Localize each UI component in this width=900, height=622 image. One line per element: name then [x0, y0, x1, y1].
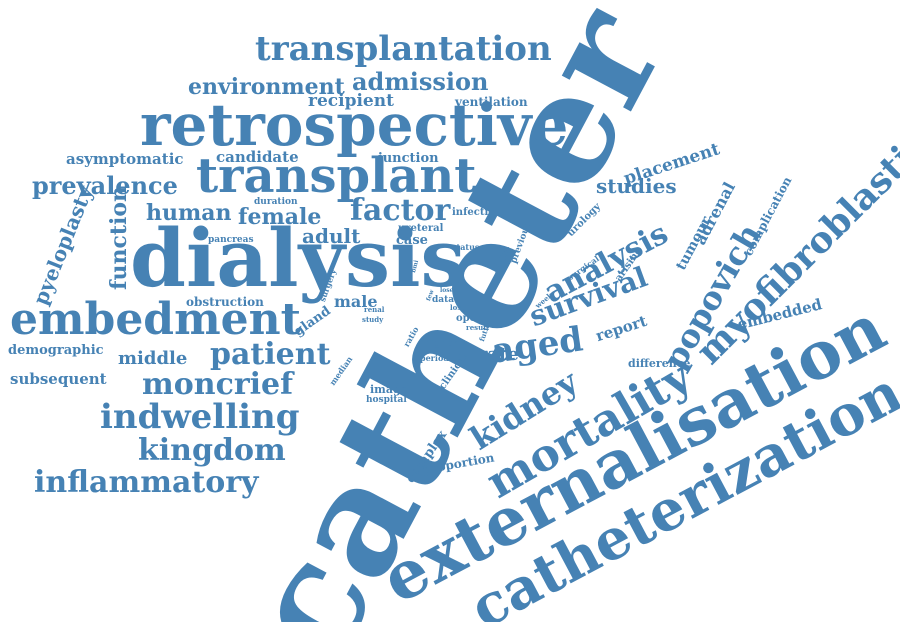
word-environment: environment	[188, 74, 345, 100]
word-study: study	[362, 315, 384, 324]
word-inflammatory: inflammatory	[34, 465, 259, 500]
word-demographic: demographic	[8, 343, 104, 358]
word-lose: lose	[440, 287, 454, 294]
word-subsequent: subsequent	[10, 370, 107, 388]
word-hospital: hospital	[366, 395, 407, 405]
word-ureteral: ureteral	[398, 223, 444, 234]
word-function: function	[106, 185, 132, 290]
word-male: male	[334, 292, 378, 311]
word-studies: studies	[596, 174, 677, 198]
word-renal: renal	[364, 305, 385, 314]
word-lost: lost	[450, 303, 465, 312]
word-female: female	[238, 204, 322, 230]
word-case: case	[396, 233, 428, 248]
word-factor: factor	[350, 193, 451, 228]
word-data: data	[432, 295, 455, 305]
word-recipient: recipient	[308, 91, 394, 111]
word-junction: junction	[378, 151, 439, 166]
word-pyeloplasty: pyeloplasty	[28, 182, 98, 309]
word-result: result	[466, 323, 490, 332]
word-retrospective: retrospective	[140, 91, 569, 159]
word-higher: higher	[424, 339, 458, 349]
word-indwelling: indwelling	[100, 397, 300, 437]
word-human: human	[146, 200, 232, 226]
word-image: image	[370, 383, 408, 396]
word-moncrief: moncrief	[142, 367, 294, 402]
word-candidate: candidate	[216, 148, 299, 166]
word-rate: rate	[478, 344, 519, 365]
word-transplantation: transplantation	[255, 29, 552, 69]
word-patient: patient	[210, 337, 331, 372]
word-embedment: embedment	[10, 294, 301, 345]
word-dialysis: dialysis	[130, 211, 466, 305]
word-asymptomatic: asymptomatic	[66, 150, 184, 168]
word-obstruction: obstruction	[186, 295, 264, 309]
word-ventilation: ventilation	[455, 95, 528, 109]
word-adult: adult	[302, 224, 361, 248]
word-period: period	[420, 353, 449, 363]
word-duration: duration	[254, 197, 298, 207]
word-status: status	[452, 242, 480, 252]
word-transplant: transplant	[196, 148, 477, 204]
word-admission: admission	[352, 67, 489, 96]
word-report: report	[593, 311, 650, 346]
word-kingdom: kingdom	[138, 433, 286, 468]
word-pancreas: pancreas	[208, 235, 254, 245]
word-infection: infection	[452, 207, 503, 218]
word-difference: difference	[628, 357, 691, 370]
word-middle: middle	[118, 348, 188, 369]
word-prevalence: prevalence	[32, 171, 178, 200]
word-open: open	[456, 313, 484, 324]
